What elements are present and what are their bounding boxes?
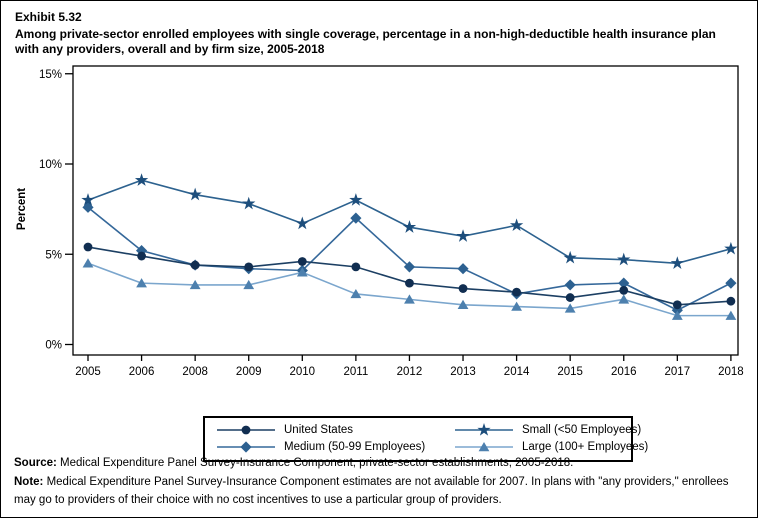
diamond-legend-marker [217,441,275,453]
source-label: Source: [14,457,57,469]
legend-marker-glyph [240,441,252,453]
legend-label: Large (100+ Employees) [522,441,649,453]
legend-item: United States [205,422,443,438]
triangle-legend-marker [455,442,513,452]
note-line: Note: Medical Expenditure Panel Survey-I… [14,474,750,509]
x-tick-label: 2009 [236,366,262,378]
data-point-marker [242,196,256,210]
source-line: Source: Medical Expenditure Panel Survey… [14,455,750,472]
data-point-marker [350,212,362,224]
x-tick-label: 2010 [290,366,316,378]
data-point-marker [456,229,470,242]
data-point-marker [726,296,736,306]
data-point-marker [82,201,94,213]
x-tick-label: 2015 [557,366,583,378]
data-point-marker [564,279,576,291]
data-point-marker [402,220,417,233]
data-point-marker [724,241,738,255]
x-tick-label: 2017 [665,366,691,378]
data-point-marker [565,293,575,302]
y-tick-label: 15% [39,69,62,81]
data-point-marker [618,277,630,289]
data-point-marker [137,251,146,261]
data-point-marker [243,279,255,290]
series-circle [83,242,736,310]
x-tick-label: 2006 [129,366,155,378]
plot-area [72,65,739,356]
data-point-marker [188,187,202,201]
data-point-marker [349,193,363,206]
data-point-marker [618,294,630,304]
data-point-marker [404,294,415,304]
data-point-marker [189,279,201,290]
y-tick-label: 5% [45,249,62,261]
data-point-marker [296,267,308,277]
data-point-marker [512,287,521,297]
data-point-marker [563,250,577,264]
legend-item: Large (100+ Employees) [443,439,648,455]
x-tick-label: 2013 [450,366,476,378]
data-point-marker [725,310,737,320]
data-point-marker [564,303,576,313]
x-tick-label: 2018 [718,366,744,378]
note-label: Note: [14,476,44,489]
data-point-marker [297,257,307,266]
x-tick-label: 2011 [344,366,369,378]
data-point-marker [671,310,683,320]
data-point-marker [619,285,629,295]
data-point-marker [672,300,682,310]
chart-title: Among private-sector enrolled employees … [15,26,716,57]
data-point-marker [351,262,361,272]
y-tick-label: 0% [45,340,62,352]
series-triangle [82,258,737,320]
data-point-marker [405,278,414,288]
data-point-marker [457,299,469,309]
data-point-marker [458,284,468,293]
legend-marker-glyph [241,425,251,435]
line-chart: 0% 5% 10% 15% Percent 2005 2006 2008 2009 2010 201… [16,65,744,378]
legend-marker-glyph [478,442,490,452]
y-tick-label: 10% [39,159,62,171]
data-point-marker [134,173,149,186]
source-text: Medical Expenditure Panel Survey-Insuran… [56,457,574,469]
legend-item: Small (<50 Employees) [443,422,648,438]
star-legend-marker [455,423,513,436]
data-point-marker [509,218,524,232]
data-point-marker [350,288,362,299]
data-point-marker [457,263,469,275]
x-tick-label: 2012 [397,366,423,378]
title-block: Exhibit 5.32 Among private-sector enroll… [15,10,731,58]
legend-marker-glyph [477,423,491,436]
circle-legend-marker [217,425,275,435]
legend-label: Small (<50 Employees) [522,424,642,436]
y-axis-label: Percent [16,188,28,230]
data-point-marker [190,260,200,270]
exhibit-label: Exhibit 5.32 [15,10,82,24]
note-text: Medical Expenditure Panel Survey-Insuran… [14,476,729,506]
series-star [81,173,738,269]
data-point-marker [725,277,737,289]
data-point-marker [670,256,684,269]
legend-label: Medium (50-99 Employees) [284,441,426,453]
data-point-marker [511,301,522,311]
data-point-marker [617,252,631,266]
x-tick-label: 2016 [611,366,637,378]
legend-label: United States [284,424,354,436]
data-point-marker [83,242,93,252]
x-tick-label: 2005 [75,366,101,378]
data-point-marker [244,262,254,272]
legend-item: Medium (50-99 Employees) [205,439,443,455]
data-point-marker [295,216,309,230]
legend: United States Small (<50 Employees) Medium… [203,416,648,462]
x-tick-label: 2008 [182,366,208,378]
data-point-marker [82,258,94,268]
data-point-marker [403,261,416,273]
footer: Source: Medical Expenditure Panel Survey… [14,455,750,511]
data-point-marker [81,193,95,206]
data-point-marker [136,278,147,288]
x-tick-label: 2014 [504,366,530,378]
